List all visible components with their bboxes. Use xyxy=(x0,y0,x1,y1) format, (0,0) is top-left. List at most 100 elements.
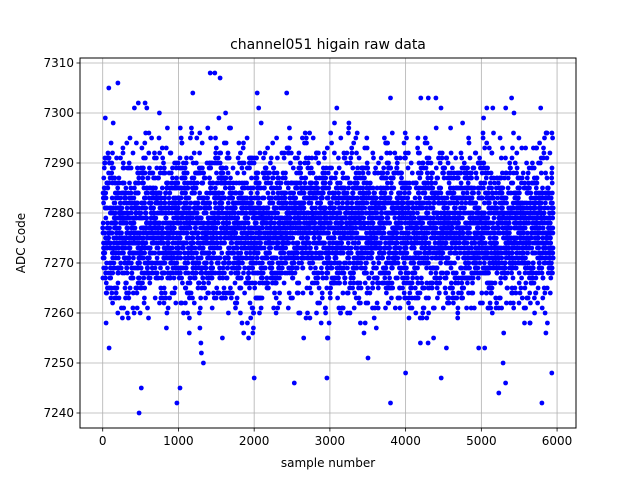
data-point xyxy=(142,201,147,206)
data-point xyxy=(286,241,291,246)
data-point xyxy=(362,331,367,336)
data-point xyxy=(251,326,256,331)
data-point xyxy=(351,141,356,146)
data-point xyxy=(328,296,333,301)
data-point xyxy=(125,206,130,211)
data-point xyxy=(116,281,121,286)
data-point xyxy=(166,241,171,246)
data-point xyxy=(187,196,192,201)
data-point xyxy=(368,181,373,186)
data-point xyxy=(371,261,376,266)
data-point xyxy=(311,136,316,141)
data-point xyxy=(323,176,328,181)
data-point xyxy=(200,181,205,186)
data-point xyxy=(255,256,260,261)
data-point xyxy=(400,286,405,291)
data-point xyxy=(204,211,209,216)
data-point xyxy=(435,266,440,271)
data-point xyxy=(160,186,165,191)
data-point xyxy=(140,176,145,181)
data-point xyxy=(328,181,333,186)
data-point xyxy=(126,291,131,296)
data-point xyxy=(277,276,282,281)
data-point xyxy=(130,271,135,276)
data-point xyxy=(301,291,306,296)
data-point xyxy=(217,116,222,121)
data-point xyxy=(143,156,148,161)
data-point xyxy=(390,281,395,286)
data-point xyxy=(338,181,343,186)
data-point xyxy=(269,156,274,161)
data-point xyxy=(389,181,394,186)
data-point xyxy=(183,176,188,181)
data-point xyxy=(170,176,175,181)
data-point xyxy=(270,261,275,266)
data-point xyxy=(205,196,210,201)
data-point xyxy=(419,281,424,286)
data-point xyxy=(462,161,467,166)
data-point xyxy=(161,161,166,166)
data-point xyxy=(438,186,443,191)
data-point xyxy=(305,311,310,316)
data-point xyxy=(159,276,164,281)
data-point xyxy=(332,206,337,211)
data-point xyxy=(103,191,108,196)
data-point xyxy=(412,216,417,221)
data-point xyxy=(420,316,425,321)
data-point xyxy=(290,236,295,241)
data-point xyxy=(477,156,482,161)
data-point xyxy=(459,181,464,186)
data-point xyxy=(169,151,174,156)
data-point xyxy=(334,106,339,111)
data-point xyxy=(229,271,234,276)
data-point xyxy=(197,191,202,196)
data-point xyxy=(103,276,108,281)
data-point xyxy=(417,176,422,181)
data-point xyxy=(364,271,369,276)
data-point xyxy=(415,276,420,281)
data-point xyxy=(204,261,209,266)
data-point xyxy=(363,281,368,286)
data-point xyxy=(376,286,381,291)
data-point xyxy=(456,256,461,261)
data-point xyxy=(307,286,312,291)
data-point xyxy=(446,256,451,261)
data-point xyxy=(188,281,193,286)
data-point xyxy=(140,281,145,286)
data-point xyxy=(308,266,313,271)
data-point xyxy=(332,151,337,156)
data-point xyxy=(196,201,201,206)
data-point xyxy=(121,146,126,151)
data-point xyxy=(298,221,303,226)
data-point xyxy=(109,141,114,146)
data-point xyxy=(319,321,324,326)
data-point xyxy=(198,306,203,311)
data-point xyxy=(220,206,225,211)
data-point xyxy=(379,156,384,161)
data-point xyxy=(162,286,167,291)
data-point xyxy=(389,191,394,196)
data-point xyxy=(287,126,292,131)
data-point xyxy=(323,181,328,186)
data-point xyxy=(230,291,235,296)
data-point xyxy=(428,146,433,151)
data-point xyxy=(189,131,194,136)
data-point xyxy=(302,191,307,196)
data-point xyxy=(437,291,442,296)
data-point xyxy=(185,231,190,236)
data-point xyxy=(233,306,238,311)
data-point xyxy=(188,201,193,206)
data-point xyxy=(137,261,142,266)
data-point xyxy=(426,261,431,266)
data-point xyxy=(355,181,360,186)
data-point xyxy=(449,281,454,286)
data-point xyxy=(117,296,122,301)
data-point xyxy=(129,261,134,266)
data-point xyxy=(183,166,188,171)
data-point xyxy=(110,151,115,156)
data-point xyxy=(462,206,467,211)
data-point xyxy=(338,136,343,141)
data-point xyxy=(365,201,370,206)
data-point xyxy=(216,261,221,266)
data-point xyxy=(394,231,399,236)
